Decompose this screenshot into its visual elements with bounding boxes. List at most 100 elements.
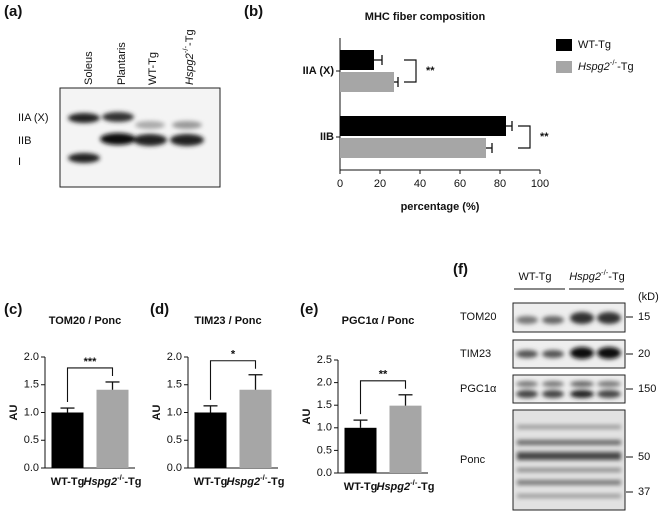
significance-bracket (359, 380, 407, 415)
y-tick-label: IIA (X) (303, 65, 335, 77)
group-label: WT-Tg (519, 271, 552, 283)
panel-label: (c) (4, 301, 22, 318)
significance-bracket (404, 59, 417, 83)
x-tick-label: Hspg2-/--Tg (84, 473, 142, 488)
blot-label: PGC1α (460, 383, 497, 395)
significance-bracket (518, 125, 531, 149)
band-label: I (18, 156, 21, 168)
x-axis-label: percentage (%) (401, 201, 480, 213)
x-tick-label: WT-Tg (51, 476, 85, 488)
y-tick-label: 0.0 (317, 467, 332, 479)
significance-label: *** (84, 356, 98, 368)
lane-label: Plantaris (116, 42, 128, 85)
error-bar (248, 374, 263, 390)
bar (344, 427, 377, 473)
chart-title: PGC1α / Ponc (342, 315, 415, 327)
legend-label: WT-Tg (578, 39, 611, 51)
significance-label: ** (426, 65, 435, 77)
y-tick-label: 1.5 (167, 379, 182, 391)
y-tick-label: 0.5 (24, 434, 39, 446)
significance-bracket (209, 360, 257, 400)
x-tick-label: 20 (374, 178, 386, 190)
significance-label: * (231, 349, 236, 361)
group-label: Hspg2-/--Tg (569, 268, 625, 283)
bar (194, 412, 227, 468)
blot-label: TOM20 (460, 311, 496, 323)
y-tick-label: 1.0 (317, 422, 332, 434)
x-tick-label: 60 (454, 178, 466, 190)
bar (340, 116, 506, 136)
x-tick-label: WT-Tg (194, 476, 228, 488)
x-tick-label: 0 (337, 178, 343, 190)
panel-label: (d) (150, 301, 169, 318)
kd-label: 150 (638, 383, 656, 395)
panel-label: (a) (4, 3, 22, 20)
error-bar (394, 77, 399, 87)
y-tick-label: 2.5 (317, 354, 332, 366)
blot-label: Ponc (460, 454, 486, 466)
significance-label: ** (379, 369, 388, 381)
error-bar (486, 143, 493, 153)
band-label: IIA (X) (18, 112, 49, 124)
y-tick-label: 0.0 (24, 462, 39, 474)
y-tick-label: 0.0 (167, 462, 182, 474)
y-tick-label: 1.0 (167, 406, 182, 418)
bar (96, 389, 129, 468)
error-bar (203, 405, 218, 413)
y-tick-label: 2.0 (24, 351, 39, 363)
chart-title: TOM20 / Ponc (49, 315, 122, 327)
significance-label: ** (540, 131, 549, 143)
bar (340, 138, 486, 158)
lane-label: Soleus (83, 51, 95, 85)
legend-swatch (556, 61, 572, 73)
error-bar (506, 121, 513, 131)
chart-title: MHC fiber composition (365, 11, 486, 23)
y-axis-label: AU (151, 405, 163, 421)
bar (389, 405, 422, 473)
chart-title: TIM23 / Ponc (194, 315, 261, 327)
lane-label: Hspg2-/--Tg (181, 29, 196, 85)
bar (51, 412, 84, 468)
x-tick-label: Hspg2-/--Tg (377, 478, 435, 493)
y-tick-label: 2.0 (167, 351, 182, 363)
blot-label: TIM23 (460, 348, 491, 360)
y-tick-label: 0.5 (167, 434, 182, 446)
bar (239, 389, 272, 468)
kd-label: 20 (638, 348, 650, 360)
y-tick-label: 2.0 (317, 377, 332, 389)
panel-label: (b) (244, 3, 263, 20)
x-tick-label: WT-Tg (344, 481, 378, 493)
blots (512, 302, 626, 511)
kd-label: 37 (638, 486, 650, 498)
error-bar (374, 55, 383, 65)
y-axis-label: AU (301, 409, 313, 425)
y-axis-label: AU (8, 405, 20, 421)
unit-label: (kD) (638, 291, 659, 303)
kd-label: 50 (638, 451, 650, 463)
gel-bands (68, 112, 204, 163)
error-bar (60, 407, 75, 413)
y-tick-label: IIB (320, 131, 334, 143)
lane-label: WT-Tg (147, 52, 159, 85)
error-bar (353, 419, 368, 428)
y-tick-label: 1.5 (317, 399, 332, 411)
x-tick-label: 100 (531, 178, 549, 190)
y-tick-label: 1.0 (24, 406, 39, 418)
panel-label: (e) (300, 301, 318, 318)
y-tick-label: 0.5 (317, 444, 332, 456)
x-tick-label: Hspg2-/--Tg (227, 473, 285, 488)
legend-swatch (556, 39, 572, 51)
significance-bracket (66, 367, 114, 403)
y-tick-label: 1.5 (24, 379, 39, 391)
x-tick-label: 80 (494, 178, 506, 190)
x-tick-label: 40 (414, 178, 426, 190)
error-bar (105, 381, 120, 390)
error-bar (398, 394, 413, 406)
kd-label: 15 (638, 311, 650, 323)
bar (340, 72, 394, 92)
band-label: IIB (18, 135, 31, 147)
panel-label: (f) (453, 261, 468, 278)
legend-label: Hspg2-/--Tg (578, 58, 634, 73)
bar (340, 50, 374, 70)
